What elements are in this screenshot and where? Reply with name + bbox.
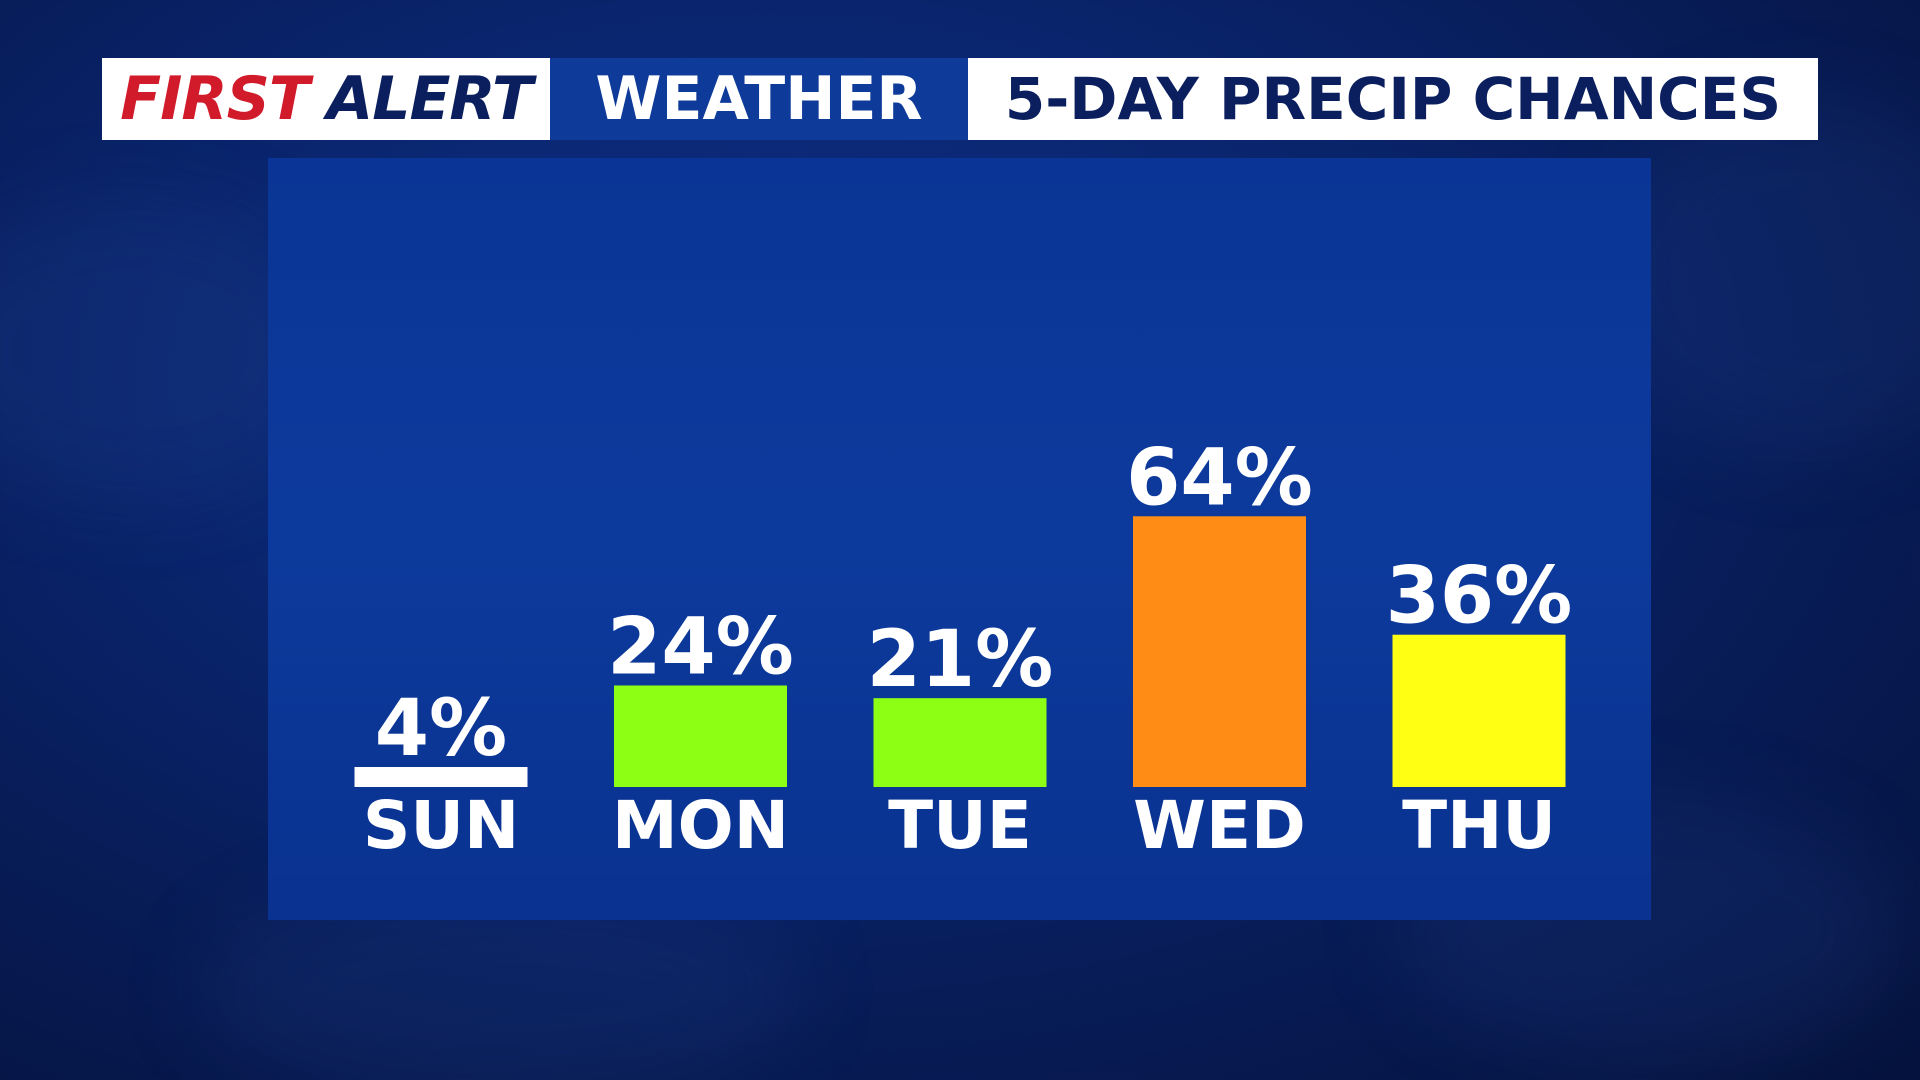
value-label-wed: 64% [1126, 433, 1313, 523]
category-label-thu: THU [1402, 787, 1556, 864]
brand-alert: ALERT [326, 64, 533, 134]
bar-mon [614, 685, 787, 787]
chart-panel [268, 158, 1651, 920]
background-cloud [1600, 100, 1920, 450]
bar-wed [1133, 516, 1306, 787]
chart-title: 5-DAY PRECIP CHANCES [968, 58, 1818, 140]
brand-first: FIRST [120, 64, 310, 134]
bar-sun [354, 767, 528, 787]
section-label: WEATHER [550, 58, 968, 140]
value-label-mon: 24% [607, 602, 794, 692]
category-label-tue: TUE [888, 787, 1032, 864]
brand-logo: FIRST ALERT [102, 58, 550, 140]
header-bar: FIRST ALERT WEATHER 5-DAY PRECIP CHANCES [102, 58, 1818, 140]
value-label-sun: 4% [375, 684, 507, 774]
category-label-wed: WED [1133, 787, 1306, 864]
bar-tue [873, 698, 1047, 787]
category-label-mon: MON [612, 787, 789, 864]
value-label-thu: 36% [1386, 552, 1573, 642]
bar-thu [1392, 634, 1566, 787]
category-label-sun: SUN [363, 787, 519, 864]
value-label-tue: 21% [867, 615, 1054, 705]
